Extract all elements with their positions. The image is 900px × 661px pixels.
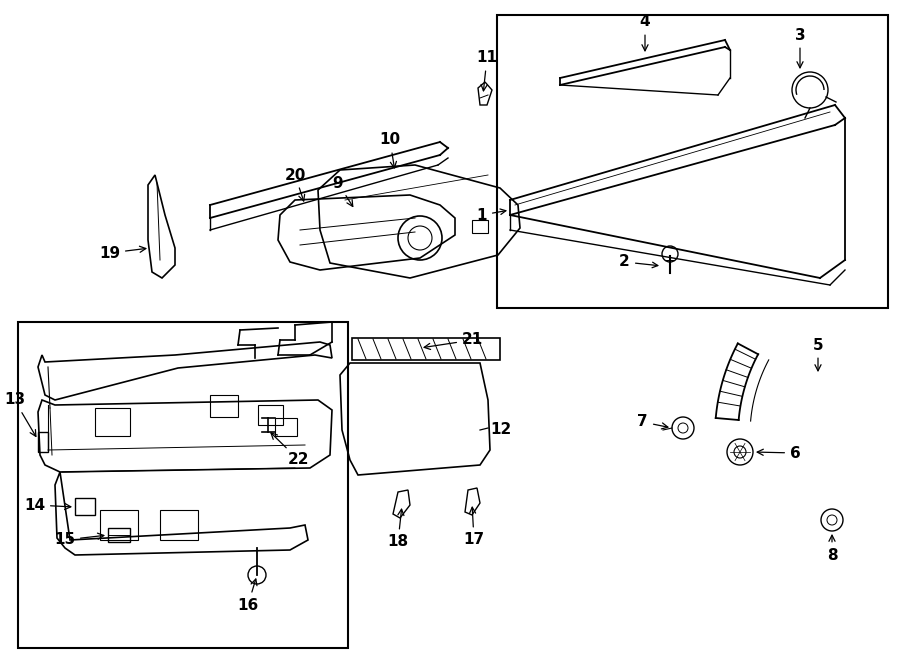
Text: 21: 21 [424, 332, 483, 350]
Text: 14: 14 [24, 498, 71, 512]
Bar [472, 220, 488, 233]
Text: 1: 1 [476, 208, 506, 223]
Text: 6: 6 [757, 446, 801, 461]
Text: 19: 19 [99, 245, 146, 260]
Bar [258, 405, 283, 425]
Text: 11: 11 [476, 50, 498, 91]
Text: 10: 10 [380, 132, 400, 168]
Text: 18: 18 [387, 509, 409, 549]
Bar [210, 395, 238, 417]
Text: 4: 4 [640, 15, 651, 51]
Bar [100, 510, 138, 540]
Text: 5: 5 [813, 338, 824, 371]
Text: 15: 15 [54, 533, 104, 547]
Bar [275, 418, 297, 436]
Text: 16: 16 [238, 579, 258, 613]
Text: 17: 17 [464, 507, 484, 547]
Bar [38, 432, 48, 452]
Text: 22: 22 [271, 433, 310, 467]
Bar [352, 338, 500, 360]
Bar [18, 322, 348, 648]
Text: 12: 12 [490, 422, 511, 438]
Text: 20: 20 [284, 167, 306, 201]
Text: 2: 2 [619, 254, 658, 270]
Text: 3: 3 [795, 28, 806, 68]
Text: 9: 9 [333, 176, 353, 206]
Bar [95, 408, 130, 436]
Text: 8: 8 [827, 535, 837, 563]
Text: 7: 7 [637, 414, 668, 430]
Bar [160, 510, 198, 540]
Bar [497, 15, 888, 308]
Text: 13: 13 [4, 393, 36, 436]
